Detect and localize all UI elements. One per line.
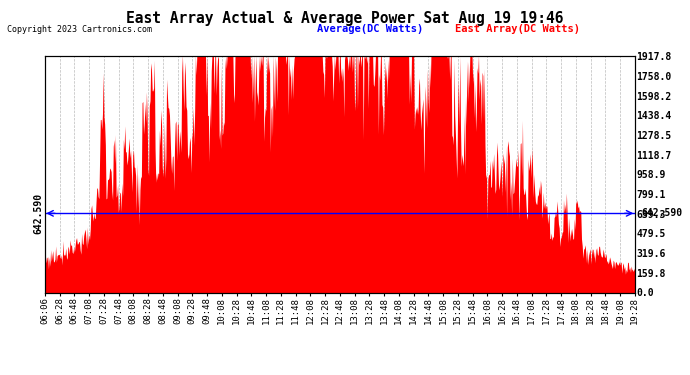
Text: Average(DC Watts): Average(DC Watts) xyxy=(317,24,424,34)
Text: East Array(DC Watts): East Array(DC Watts) xyxy=(455,24,580,34)
Text: 642.590: 642.590 xyxy=(642,209,683,218)
Text: Copyright 2023 Cartronics.com: Copyright 2023 Cartronics.com xyxy=(7,25,152,34)
Text: East Array Actual & Average Power Sat Aug 19 19:46: East Array Actual & Average Power Sat Au… xyxy=(126,11,564,26)
